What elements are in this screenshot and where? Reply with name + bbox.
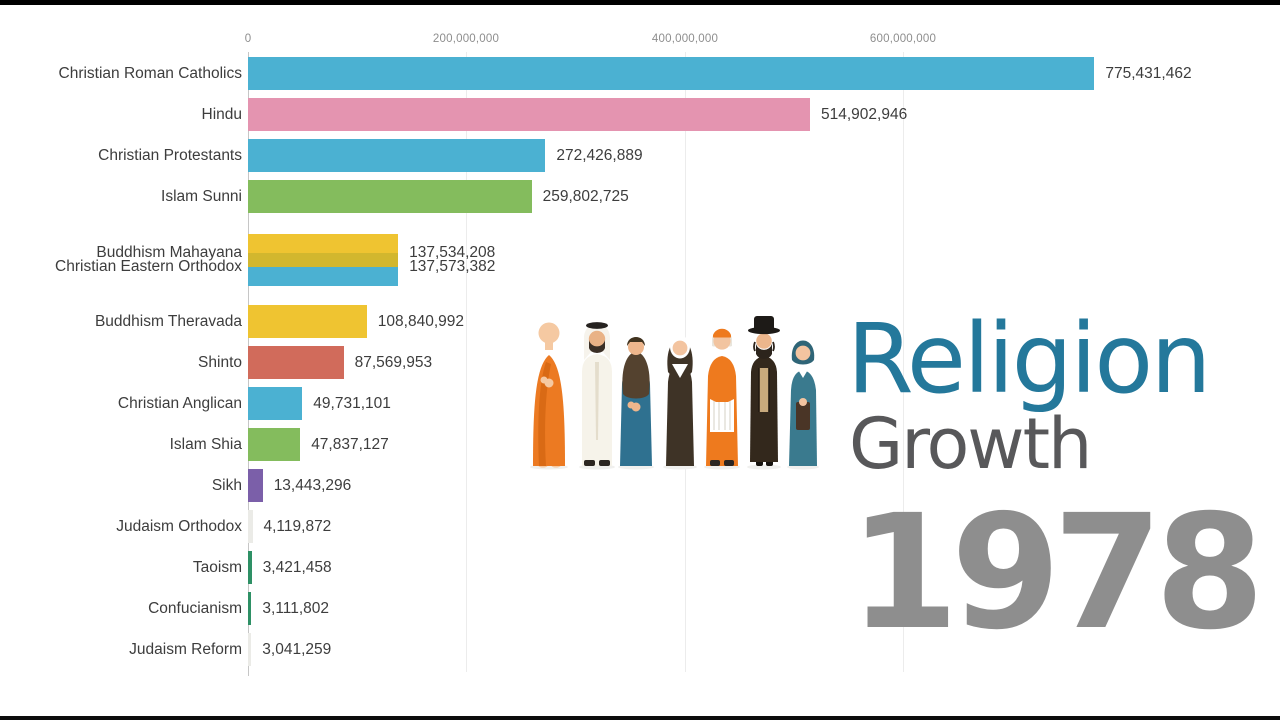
bar-christian-anglican xyxy=(248,387,303,420)
value-label: 137,573,382 xyxy=(409,258,496,275)
bar-sikh xyxy=(248,469,263,502)
figure-muslim-man xyxy=(582,322,612,466)
value-label: 3,421,458 xyxy=(262,559,332,576)
gridline-600m xyxy=(903,52,904,672)
value-label: 4,119,872 xyxy=(263,518,332,535)
figure-christian-woman xyxy=(789,340,817,466)
value-label: 272,426,889 xyxy=(556,147,643,164)
figure-jewish-orthodox-man xyxy=(748,316,780,466)
y-axis-label: Judaism Orthodox xyxy=(116,518,242,535)
y-axis-label: Christian Roman Catholics xyxy=(58,65,243,82)
y-axis-label: Sikh xyxy=(211,477,242,494)
bar-judaism-reform xyxy=(248,633,252,666)
bar-confucianism xyxy=(248,592,252,625)
x-axis-tick-label: 200,000,000 xyxy=(432,33,500,45)
bar-christian-protestants xyxy=(248,139,546,172)
y-axis-label: Shinto xyxy=(198,354,242,371)
value-label: 13,443,296 xyxy=(273,477,352,494)
value-label: 775,431,462 xyxy=(1105,65,1192,82)
title-religion: Religion xyxy=(847,303,1211,415)
x-axis-tick-label: 0 xyxy=(244,33,252,45)
y-axis-label: Islam Sunni xyxy=(161,188,242,205)
value-label: 259,802,725 xyxy=(542,188,629,205)
value-label: 49,731,101 xyxy=(313,395,391,412)
title-growth: Growth xyxy=(849,403,1092,485)
y-axis-label: Confucianism xyxy=(148,600,242,617)
gridline-200m xyxy=(466,52,467,672)
y-axis-label: Hindu xyxy=(201,106,243,123)
bar-buddhism-theravada xyxy=(248,305,367,338)
y-axis-label: Taoism xyxy=(192,559,242,576)
y-axis-label: Buddhism Theravada xyxy=(94,313,242,330)
value-label: 47,837,127 xyxy=(311,436,389,453)
bar-hindu xyxy=(248,98,810,131)
religions-illustration xyxy=(530,316,819,470)
value-label: 137,534,208 xyxy=(409,244,496,261)
figure-catholic-nun xyxy=(666,335,694,466)
y-axis-label: Islam Shia xyxy=(169,436,242,453)
value-label: 3,111,802 xyxy=(262,600,330,617)
value-label: 3,041,259 xyxy=(262,641,332,658)
figure-muslim-woman xyxy=(620,337,652,466)
figure-buddhist-monk xyxy=(533,322,565,468)
y-axis-label: Christian Eastern Orthodox xyxy=(55,258,242,275)
bar-judaism-orthodox xyxy=(248,510,253,543)
x-axis-tick-label: 400,000,000 xyxy=(651,33,719,45)
letterbox-top xyxy=(0,0,1280,5)
value-label: 514,902,946 xyxy=(821,106,908,123)
y-axis-label: Buddhism Mahayana xyxy=(96,244,242,261)
figure-catholic-cardinal xyxy=(706,328,738,466)
x-axis-tick-label: 600,000,000 xyxy=(869,33,937,45)
y-axis-label: Christian Anglican xyxy=(117,395,242,412)
bar-shinto xyxy=(248,346,344,379)
bar-christian-roman-catholics xyxy=(248,57,1095,90)
bar-islam-sunni xyxy=(248,180,532,213)
bar-taoism xyxy=(248,551,252,584)
letterbox-bottom xyxy=(0,716,1280,720)
year-counter: 1978 xyxy=(849,481,1265,665)
y-axis-label: Christian Protestants xyxy=(98,147,242,164)
value-label: 87,569,953 xyxy=(354,354,433,371)
value-label: 108,840,992 xyxy=(377,313,464,330)
y-axis-label: Judaism Reform xyxy=(129,641,242,658)
bar-overlap-shade xyxy=(248,253,399,267)
bar-islam-shia xyxy=(248,428,301,461)
